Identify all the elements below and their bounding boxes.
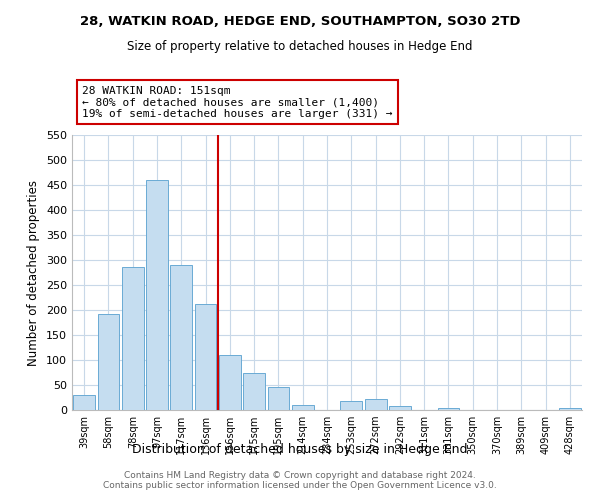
Text: 28 WATKIN ROAD: 151sqm
← 80% of detached houses are smaller (1,400)
19% of semi-: 28 WATKIN ROAD: 151sqm ← 80% of detached… [82, 86, 392, 118]
Bar [122, 266, 143, 410]
Bar [389, 406, 411, 410]
Bar [268, 387, 289, 410]
Bar [340, 400, 362, 410]
Bar [559, 408, 581, 410]
Bar [365, 399, 386, 410]
Y-axis label: Number of detached properties: Number of detached properties [28, 180, 40, 366]
Bar [292, 404, 314, 410]
Bar [170, 264, 192, 410]
Text: 28, WATKIN ROAD, HEDGE END, SOUTHAMPTON, SO30 2TD: 28, WATKIN ROAD, HEDGE END, SOUTHAMPTON,… [80, 15, 520, 28]
Text: Size of property relative to detached houses in Hedge End: Size of property relative to detached ho… [127, 40, 473, 53]
Text: Contains HM Land Registry data © Crown copyright and database right 2024.
Contai: Contains HM Land Registry data © Crown c… [103, 470, 497, 490]
Bar [97, 314, 119, 410]
Bar [219, 355, 241, 410]
Bar [73, 395, 95, 410]
Bar [437, 408, 460, 410]
Text: Distribution of detached houses by size in Hedge End: Distribution of detached houses by size … [132, 444, 468, 456]
Bar [146, 180, 168, 410]
Bar [194, 304, 217, 410]
Bar [243, 373, 265, 410]
